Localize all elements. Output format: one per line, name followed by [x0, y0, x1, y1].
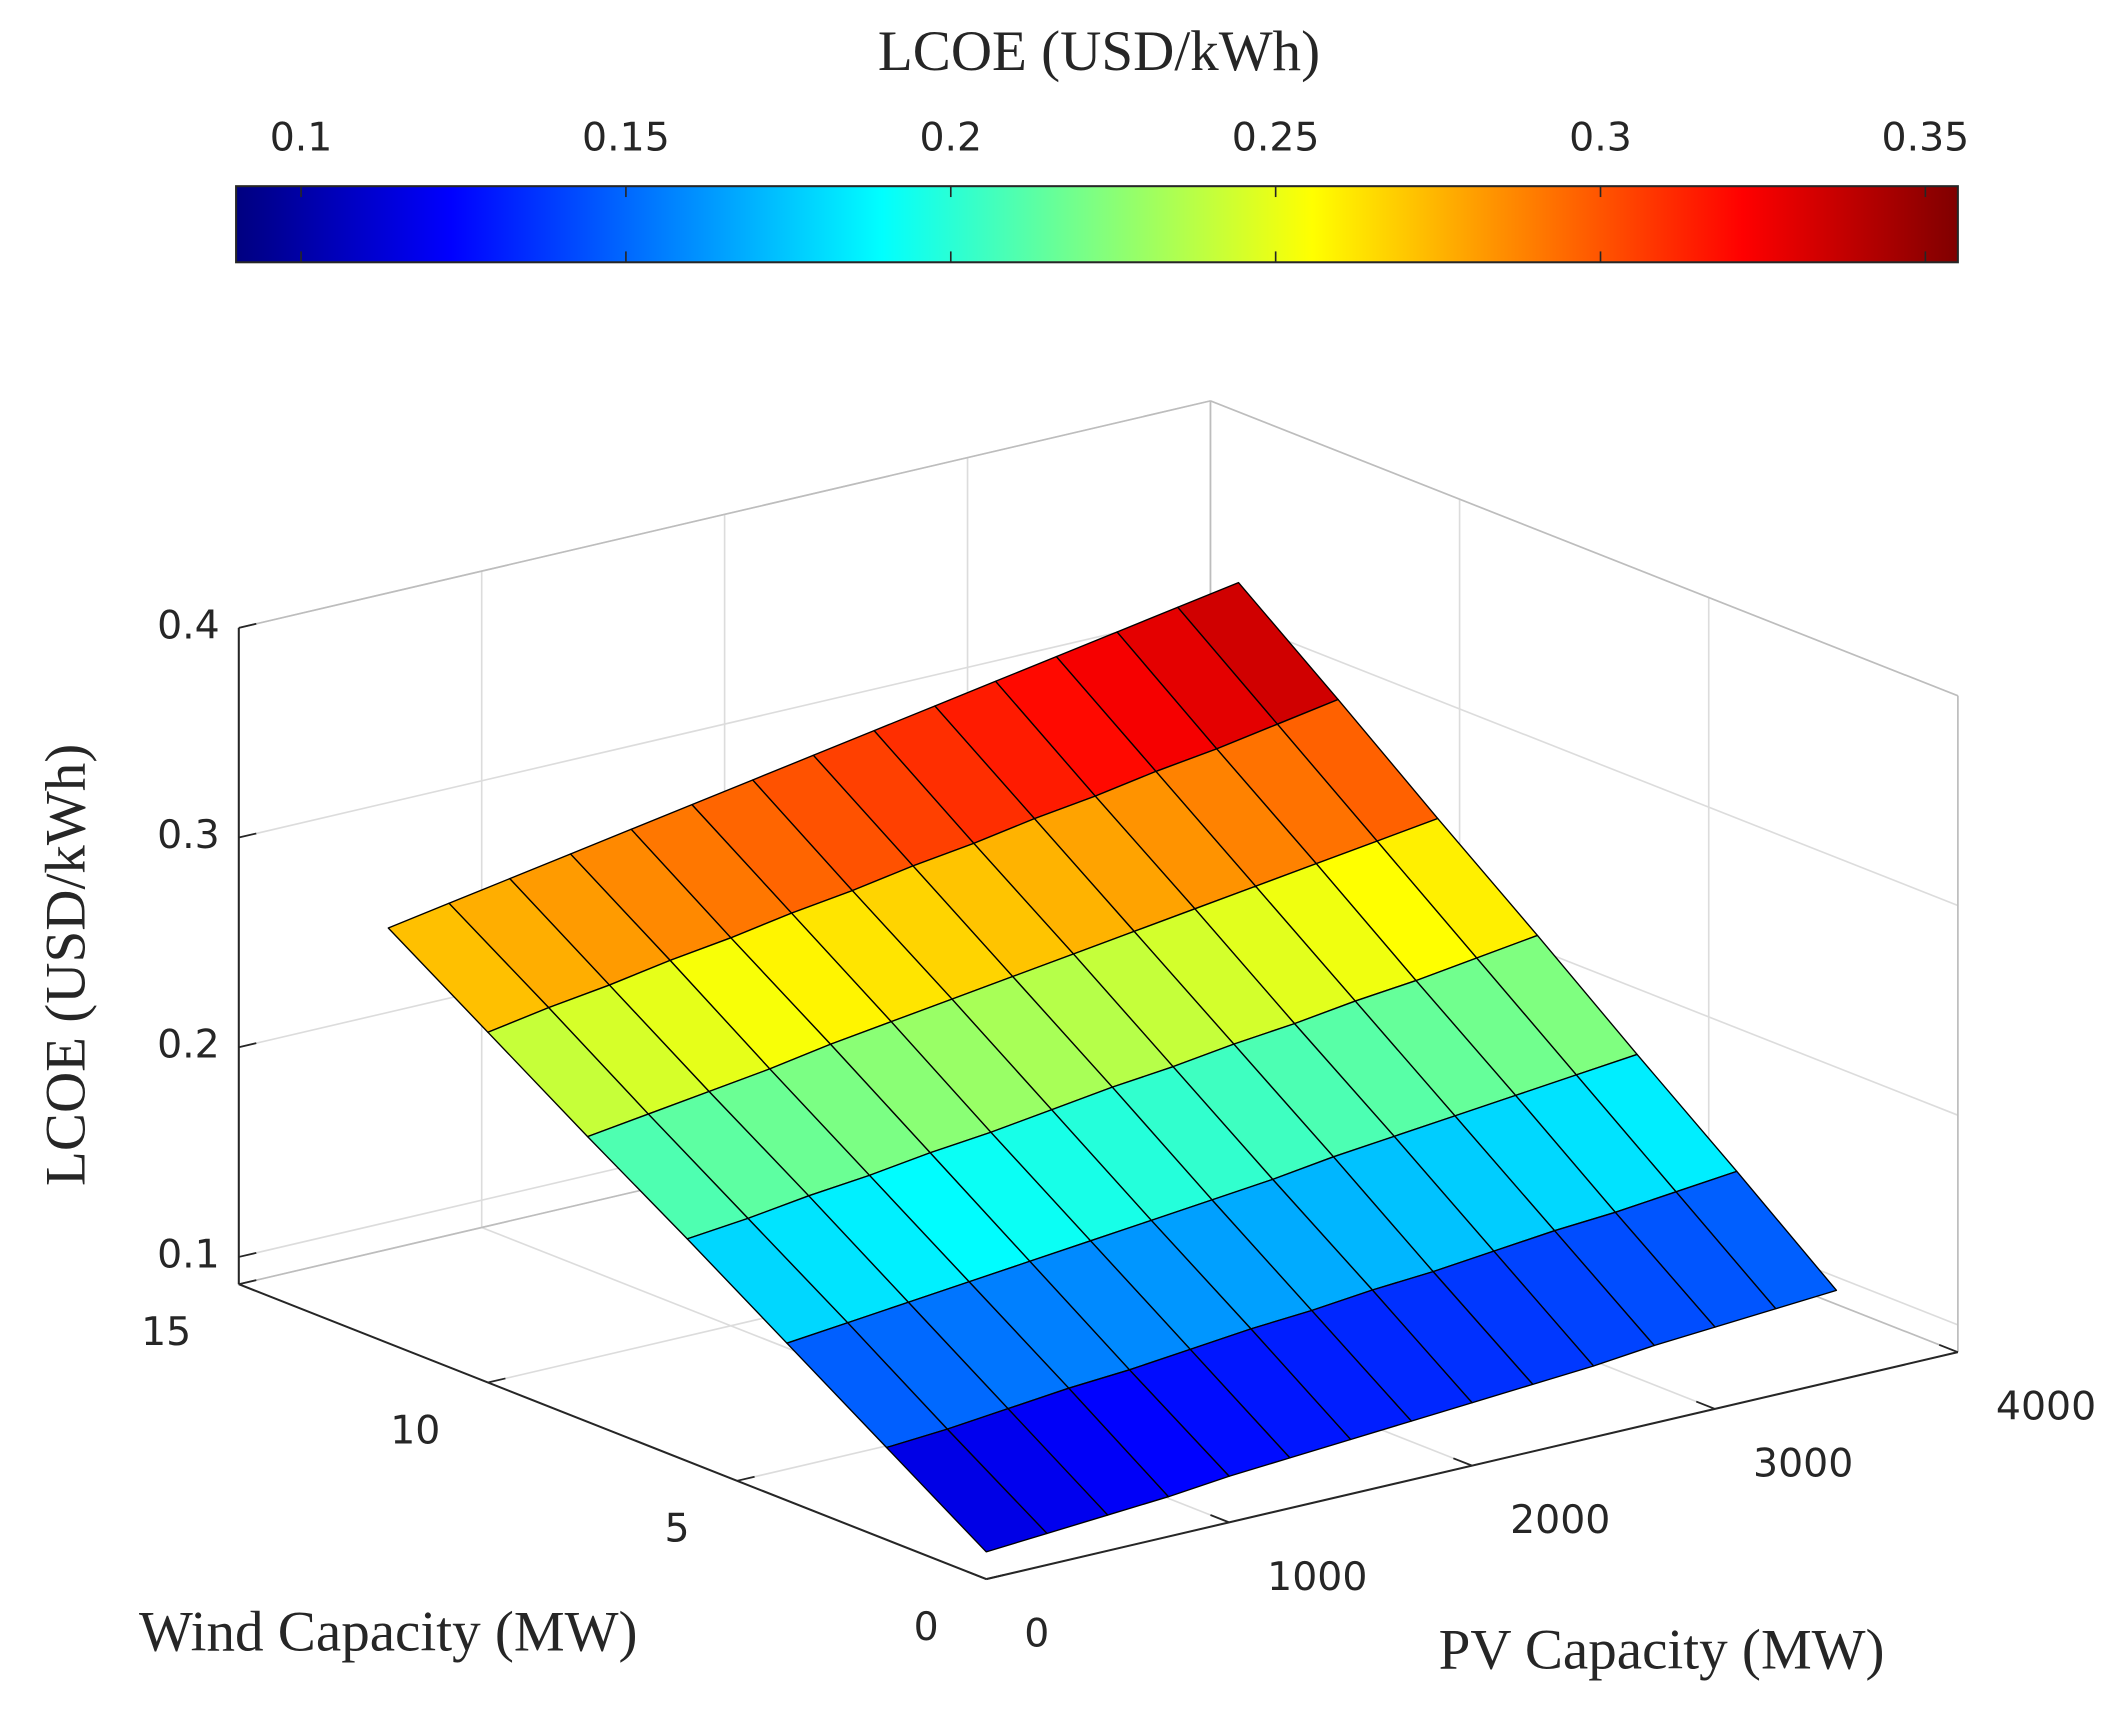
y-tick	[487, 1377, 506, 1384]
z-tick-label: 0.4	[157, 602, 220, 648]
surface	[387, 581, 1838, 1553]
x-tick-label: 0	[1024, 1611, 1049, 1657]
colorbar-tick-label: 0.2	[919, 114, 982, 160]
z-tick	[238, 832, 257, 839]
box-edge	[1210, 400, 1959, 697]
colorbar-tick-label: 0.3	[1569, 114, 1632, 160]
colorbar-tick-label: 0.1	[270, 114, 333, 160]
colorbar-tick-label: 0.15	[582, 114, 670, 160]
z-tick-label: 0.1	[157, 1231, 220, 1277]
y-tick	[736, 1475, 755, 1482]
surface-face	[885, 1428, 1048, 1553]
y-tick-label: 5	[664, 1506, 689, 1552]
x-tick	[1210, 1514, 1230, 1524]
x-tick	[1453, 1457, 1473, 1467]
z-tick	[238, 1252, 257, 1258]
x-tick	[1695, 1400, 1716, 1410]
grid-line	[238, 609, 1211, 839]
x-tick	[967, 1570, 987, 1580]
y-tick	[238, 1279, 257, 1286]
z-tick	[238, 622, 257, 629]
y-tick-label: 15	[141, 1309, 191, 1355]
y-tick-label: 0	[914, 1604, 939, 1650]
x-axis-label: PV Capacity (MW)	[1439, 1618, 1885, 1681]
colorbar	[235, 185, 1959, 264]
y-tick-label: 10	[390, 1407, 440, 1453]
z-tick-label: 0.2	[157, 1022, 220, 1068]
x-tick-label: 3000	[1753, 1440, 1853, 1486]
z-axis-label: LCOE (USD/kWh)	[35, 744, 98, 1186]
colorbar-label: LCOE (USD/kWh)	[878, 20, 1320, 83]
z-tick-label: 0.3	[157, 812, 220, 858]
box-edge	[238, 400, 1211, 629]
x-tick-label: 1000	[1267, 1554, 1367, 1600]
colorbar-tick-label: 0.25	[1232, 114, 1320, 160]
grid-line	[1210, 609, 1959, 907]
x-tick-label: 4000	[1996, 1384, 2096, 1430]
y-axis-line	[238, 1283, 987, 1581]
y-tick	[986, 1574, 1004, 1580]
x-tick-label: 2000	[1510, 1497, 1610, 1543]
colorbar-tick-label: 0.35	[1882, 114, 1970, 160]
y-axis-label: Wind Capacity (MW)	[139, 1601, 637, 1664]
z-tick	[238, 1042, 257, 1049]
x-tick	[1938, 1343, 1959, 1353]
